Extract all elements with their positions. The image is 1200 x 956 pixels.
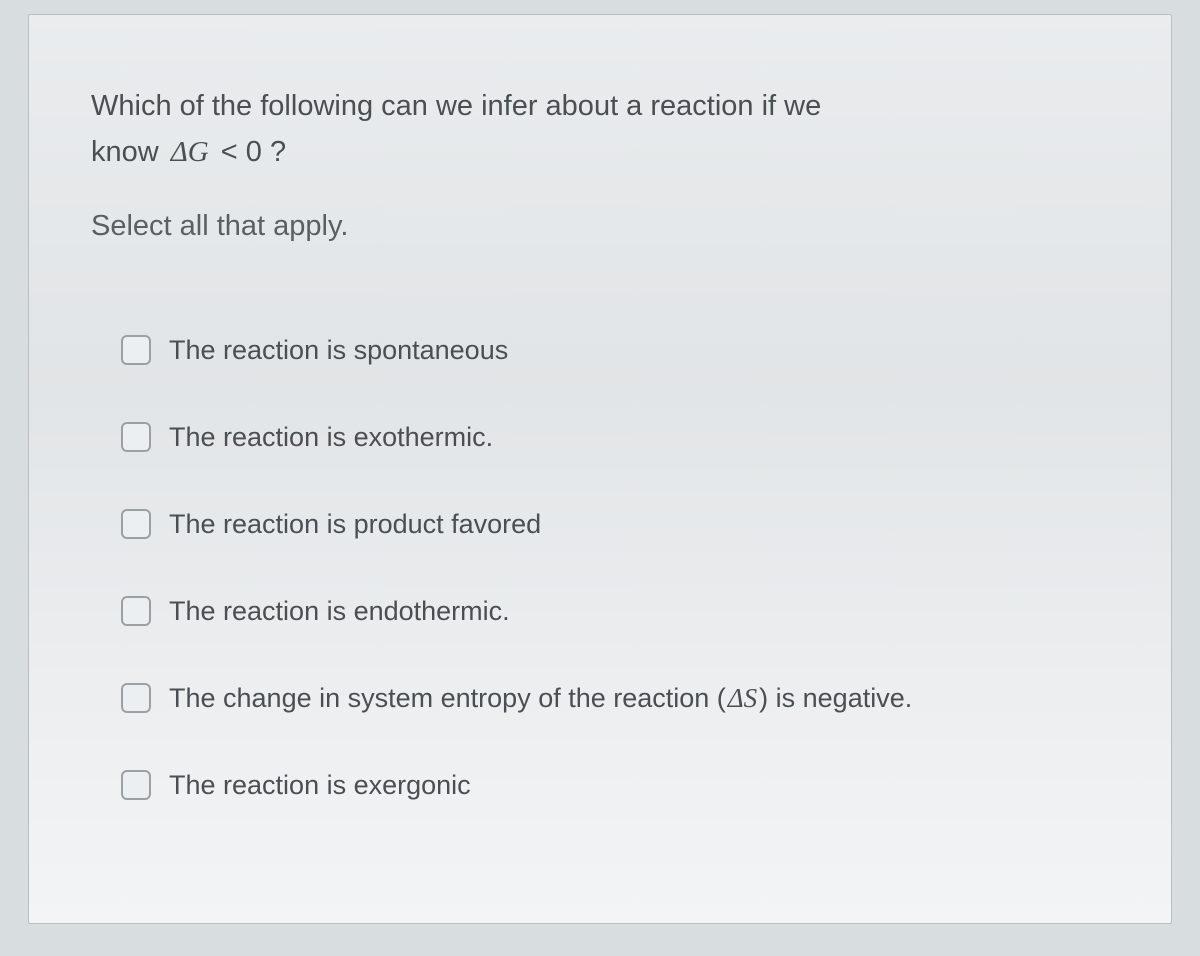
checkbox-spontaneous[interactable]: [121, 335, 151, 365]
option-endothermic: The reaction is endothermic.: [121, 596, 1109, 627]
question-text: Which of the following can we infer abou…: [91, 83, 1109, 176]
delta-g-symbol: ΔG: [171, 136, 209, 168]
option-label: The reaction is product favored: [169, 509, 541, 540]
option-label: The reaction is spontaneous: [169, 335, 508, 366]
option-spontaneous: The reaction is spontaneous: [121, 335, 1109, 366]
question-card: Which of the following can we infer abou…: [28, 14, 1172, 924]
delta-s-symbol: ΔS: [728, 683, 757, 713]
instruction-text: Select all that apply.: [91, 210, 1109, 243]
option-label: The reaction is endothermic.: [169, 596, 510, 627]
checkbox-entropy-negative[interactable]: [121, 683, 151, 713]
checkbox-exergonic[interactable]: [121, 770, 151, 800]
question-line-2-pre: know: [91, 136, 167, 168]
option-label: The change in system entropy of the reac…: [169, 683, 912, 714]
question-line-2-op: < 0 ?: [213, 136, 286, 168]
option-entropy-negative: The change in system entropy of the reac…: [121, 683, 1109, 714]
option-exergonic: The reaction is exergonic: [121, 770, 1109, 801]
option-exothermic: The reaction is exothermic.: [121, 422, 1109, 453]
checkbox-endothermic[interactable]: [121, 596, 151, 626]
option-label: The reaction is exothermic.: [169, 422, 493, 453]
checkbox-exothermic[interactable]: [121, 422, 151, 452]
question-line-1: Which of the following can we infer abou…: [91, 90, 821, 122]
options-list: The reaction is spontaneous The reaction…: [91, 335, 1109, 801]
option-product-favored: The reaction is product favored: [121, 509, 1109, 540]
option-label: The reaction is exergonic: [169, 770, 471, 801]
checkbox-product-favored[interactable]: [121, 509, 151, 539]
